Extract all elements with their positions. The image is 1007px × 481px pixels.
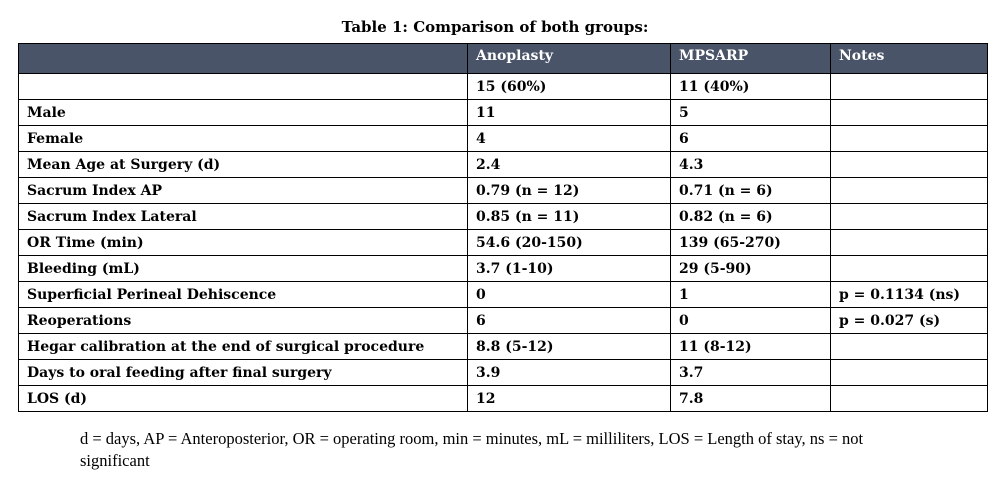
- header-cell: Anoplasty: [467, 43, 671, 74]
- cell: [830, 73, 988, 100]
- cell: 15 (60%): [467, 73, 671, 100]
- table-row: Mean Age at Surgery (d) 2.4 4.3: [18, 151, 988, 178]
- header-cell: Notes: [830, 43, 988, 74]
- row-label: Reoperations: [18, 307, 468, 334]
- comparison-table: Anoplasty MPSARP Notes 15 (60%) 11 (40%) Mal…: [18, 43, 988, 412]
- cell: 7.8: [670, 385, 831, 412]
- cell: [830, 151, 988, 178]
- row-label: Female: [18, 125, 468, 152]
- table-row: Hegar calibration at the end of surgical…: [18, 333, 988, 360]
- row-label: LOS (d): [18, 385, 468, 412]
- cell: 54.6 (20-150): [467, 229, 671, 256]
- cell: 6: [467, 307, 671, 334]
- cell: 2.4: [467, 151, 671, 178]
- table-row: Superficial Perineal Dehiscence 0 1 p = 0.1…: [18, 281, 988, 308]
- row-label: Male: [18, 99, 468, 126]
- cell: [830, 203, 988, 230]
- cell: 0: [467, 281, 671, 308]
- cell: 8.8 (5-12): [467, 333, 671, 360]
- cell: 6: [670, 125, 831, 152]
- cell: 0.82 (n = 6): [670, 203, 831, 230]
- cell: 11: [467, 99, 671, 126]
- cell: [830, 359, 988, 386]
- table-row: Reoperations 6 0 p = 0.027 (s): [18, 307, 988, 334]
- cell: 12: [467, 385, 671, 412]
- row-label: Sacrum Index Lateral: [18, 203, 468, 230]
- cell: 3.7: [670, 359, 831, 386]
- row-label: Hegar calibration at the end of surgical…: [18, 333, 468, 360]
- table-title: Table 1: Comparison of both groups:: [341, 18, 649, 36]
- cell: [830, 385, 988, 412]
- table-row: Sacrum Index Lateral 0.85 (n = 11) 0.82 (n…: [18, 203, 988, 230]
- header-cell: MPSARP: [670, 43, 831, 74]
- table-row: 15 (60%) 11 (40%): [18, 73, 988, 100]
- cell: [830, 177, 988, 204]
- cell: 11 (40%): [670, 73, 831, 100]
- table-row: LOS (d) 12 7.8: [18, 385, 988, 412]
- row-label: Mean Age at Surgery (d): [18, 151, 468, 178]
- footnote: d = days, AP = Anteroposterior, OR = ope…: [80, 429, 864, 470]
- cell: 3.7 (1-10): [467, 255, 671, 282]
- cell: [830, 229, 988, 256]
- cell: 5: [670, 99, 831, 126]
- cell: 0.85 (n = 11): [467, 203, 671, 230]
- table-row: OR Time (min) 54.6 (20-150) 139 (65-270): [18, 229, 988, 256]
- cell: [830, 333, 988, 360]
- row-label: Bleeding (mL): [18, 255, 468, 282]
- row-label: Days to oral feeding after final surgery: [18, 359, 468, 386]
- cell: 1: [670, 281, 831, 308]
- row-label: [18, 73, 468, 100]
- cell: [830, 125, 988, 152]
- cell: p = 0.1134 (ns): [830, 281, 988, 308]
- cell: 0.71 (n = 6): [670, 177, 831, 204]
- row-label: Superficial Perineal Dehiscence: [18, 281, 468, 308]
- table-row: Male 11 5: [18, 99, 988, 126]
- row-label: OR Time (min): [18, 229, 468, 256]
- cell: 11 (8-12): [670, 333, 831, 360]
- cell: p = 0.027 (s): [830, 307, 988, 334]
- cell: 139 (65-270): [670, 229, 831, 256]
- table-row: Days to oral feeding after final surgery…: [18, 359, 988, 386]
- cell: [830, 255, 988, 282]
- table-row: Female 4 6: [18, 125, 988, 152]
- cell: 3.9: [467, 359, 671, 386]
- table-row: Bleeding (mL) 3.7 (1-10) 29 (5-90): [18, 255, 988, 282]
- cell: [830, 99, 988, 126]
- cell: 4: [467, 125, 671, 152]
- cell: 4.3: [670, 151, 831, 178]
- cell: 0: [670, 307, 831, 334]
- row-label: Sacrum Index AP: [18, 177, 468, 204]
- cell: 29 (5-90): [670, 255, 831, 282]
- cell: 0.79 (n = 12): [467, 177, 671, 204]
- table-row: Sacrum Index AP 0.79 (n = 12) 0.71 (n = 6): [18, 177, 988, 204]
- header-row: Anoplasty MPSARP Notes: [18, 43, 988, 74]
- header-cell: [18, 43, 468, 74]
